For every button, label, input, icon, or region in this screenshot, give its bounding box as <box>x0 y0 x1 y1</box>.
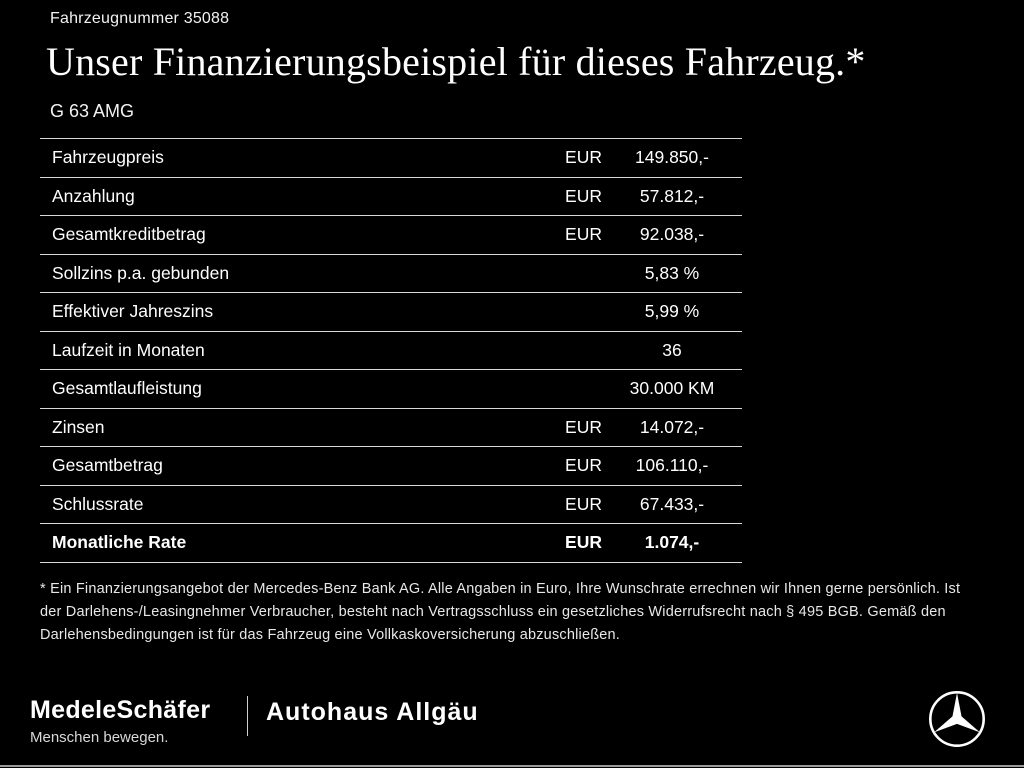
row-currency: EUR <box>565 185 602 206</box>
table-row: Laufzeit in Monaten 36 <box>40 330 742 370</box>
row-label: Laufzeit in Monaten <box>52 339 205 360</box>
dealer1-tagline: Menschen bewegen. <box>30 729 169 746</box>
vehicle-number: Fahrzeugnummer 35088 <box>50 10 230 27</box>
row-value: 36 <box>662 339 682 360</box>
footer-bottom-line <box>0 765 1024 767</box>
footer-divider <box>247 696 248 736</box>
table-row: Gesamtkreditbetrag EUR 92.038,- <box>40 215 742 254</box>
row-value: 30.000 KM <box>629 378 715 399</box>
row-label: Sollzins p.a. gebunden <box>52 262 230 283</box>
dealer1-name: MedeleSchäfer <box>30 696 211 724</box>
table-row: Anzahlung EUR 57.812,- <box>40 176 742 216</box>
row-value: 14.072,- <box>639 416 705 437</box>
row-currency: EUR <box>565 224 602 245</box>
row-value: 67.433,- <box>639 493 705 514</box>
table-row: Effektiver Jahreszins 5,99 % <box>40 292 742 331</box>
row-value: 106.110,- <box>635 455 709 476</box>
table-row: Zinsen EUR 14.072,- <box>40 407 742 447</box>
row-label: Zinsen <box>52 416 105 437</box>
row-value: 5,83 % <box>644 262 700 283</box>
row-value: 149.850,- <box>635 147 709 168</box>
row-label: Gesamtlaufleistung <box>52 378 202 399</box>
page-title: Unser Finanzierungsbeispiel für dieses F… <box>46 39 866 84</box>
table-row: Fahrzeugpreis EUR 149.850,- <box>40 138 742 177</box>
row-currency: EUR <box>565 455 602 476</box>
row-value: 5,99 % <box>644 301 700 322</box>
mercedes-star-icon <box>928 690 986 748</box>
row-label: Anzahlung <box>52 185 135 206</box>
footer: MedeleSchäfer Menschen bewegen. Autohaus… <box>0 688 1024 768</box>
table-row: Sollzins p.a. gebunden 5,83 % <box>40 253 742 293</box>
row-label: Schlussrate <box>52 493 144 514</box>
table-row: Schlussrate EUR 67.433,- <box>40 484 742 524</box>
row-value: 57.812,- <box>639 185 705 206</box>
row-label: Fahrzeugpreis <box>52 147 164 168</box>
dealer-logo-autohaus-allgaeu: Autohaus Allgäu <box>266 698 479 726</box>
row-currency: EUR <box>565 532 602 553</box>
row-label: Gesamtbetrag <box>52 455 163 476</box>
table-row: Gesamtlaufleistung 30.000 KM <box>40 369 742 408</box>
model-name: G 63 AMG <box>50 101 135 121</box>
row-label: Gesamtkreditbetrag <box>52 224 206 245</box>
table-row: Monatliche Rate EUR 1.074,- <box>40 523 742 562</box>
row-value: 92.038,- <box>639 224 705 245</box>
row-currency: EUR <box>565 493 602 514</box>
row-label: Effektiver Jahreszins <box>52 301 214 322</box>
row-currency: EUR <box>565 147 602 168</box>
row-currency: EUR <box>565 416 602 437</box>
row-label: Monatliche Rate <box>52 532 187 553</box>
row-value: 1.074,- <box>644 532 700 553</box>
footnote-text: * Ein Finanzierungsangebot der Mercedes-… <box>40 581 961 644</box>
dealer-logo-medeleschaefer: MedeleSchäfer Menschen bewegen. <box>30 696 210 746</box>
table-row: Gesamtbetrag EUR 106.110,- <box>40 446 742 485</box>
finance-table: Fahrzeugpreis EUR 149.850,- Anzahlung EUR 57.… <box>40 138 742 563</box>
